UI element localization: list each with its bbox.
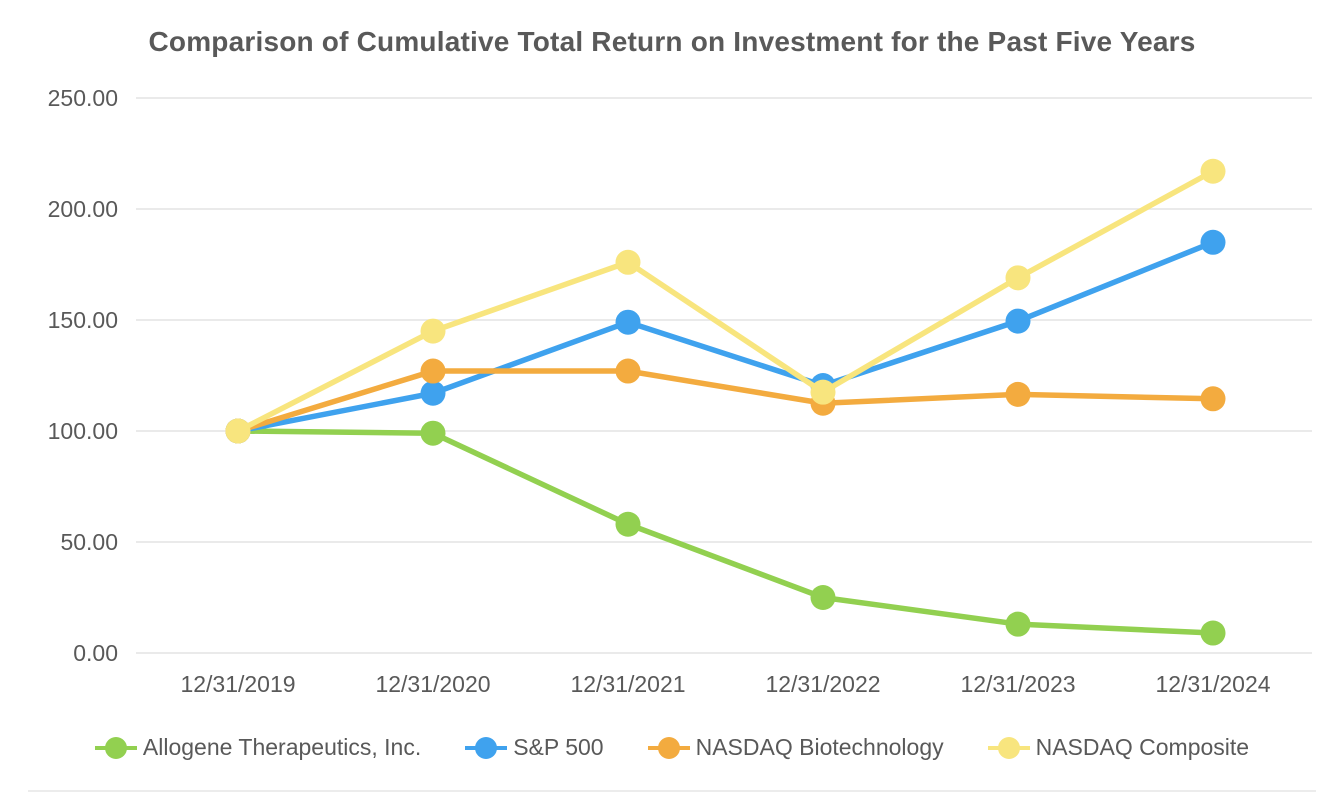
- data-point-marker: [1200, 158, 1226, 184]
- line-marker-icon: [94, 736, 137, 759]
- data-point-marker: [1005, 611, 1031, 637]
- series-line: [235, 168, 1216, 434]
- y-axis-tick-label: 100.00: [48, 418, 118, 444]
- x-axis-tick-label: 12/31/2022: [765, 671, 880, 697]
- legend-item-nasdaq-composite: NASDAQ Composite: [987, 734, 1250, 761]
- legend-label-nasdaq-biotechnology: NASDAQ Biotechnology: [695, 734, 944, 760]
- series-line: [235, 368, 1216, 434]
- data-point-marker: [615, 511, 641, 537]
- data-point-marker: [420, 380, 446, 406]
- data-point-marker: [1200, 386, 1226, 412]
- data-point-marker: [225, 418, 251, 444]
- y-axis-tick-label: 50.00: [60, 529, 118, 555]
- legend-label-sp500: S&P 500: [513, 734, 604, 760]
- legend-item-sp500: S&P 500: [465, 734, 604, 761]
- chart-bottom-border: [28, 790, 1316, 792]
- x-axis-tick-label: 12/31/2020: [375, 671, 490, 697]
- series-line: [235, 239, 1216, 434]
- data-point-marker: [1005, 381, 1031, 407]
- y-axis-tick-label: 150.00: [48, 307, 118, 333]
- data-point-marker: [1005, 265, 1031, 291]
- data-point-marker: [1200, 229, 1226, 255]
- line-marker-icon: [987, 736, 1030, 759]
- legend-item-nasdaq-biotechnology: NASDAQ Biotechnology: [647, 734, 944, 761]
- data-point-marker: [420, 318, 446, 344]
- data-point-marker: [615, 358, 641, 384]
- x-axis-tick-label: 12/31/2024: [1155, 671, 1270, 697]
- data-point-marker: [615, 309, 641, 335]
- legend-label-allogene: Allogene Therapeutics, Inc.: [142, 734, 422, 760]
- data-point-marker: [810, 585, 836, 610]
- x-axis-tick-label: 12/31/2019: [180, 671, 295, 697]
- y-axis-tick-label: 250.00: [48, 85, 118, 111]
- line-marker-icon: [647, 736, 690, 759]
- data-point-marker: [420, 420, 446, 446]
- data-point-marker: [420, 358, 446, 384]
- line-marker-icon: [465, 736, 508, 759]
- legend: Allogene Therapeutics, Inc. S&P 500 NASD…: [0, 734, 1344, 761]
- x-axis-tick-label: 12/31/2021: [570, 671, 685, 697]
- data-point-marker: [1200, 620, 1226, 646]
- legend-item-allogene: Allogene Therapeutics, Inc.: [94, 734, 422, 761]
- y-axis-tick-label: 0.00: [73, 640, 118, 666]
- series-line: [235, 428, 1216, 636]
- data-point-marker: [615, 249, 641, 275]
- data-point-marker: [1005, 308, 1031, 334]
- data-point-marker: [810, 379, 836, 405]
- x-axis-tick-label: 12/31/2023: [960, 671, 1075, 697]
- y-axis-tick-label: 200.00: [48, 196, 118, 222]
- chart-title: Comparison of Cumulative Total Return on…: [148, 26, 1196, 57]
- legend-label-nasdaq-composite: NASDAQ Composite: [1035, 734, 1250, 760]
